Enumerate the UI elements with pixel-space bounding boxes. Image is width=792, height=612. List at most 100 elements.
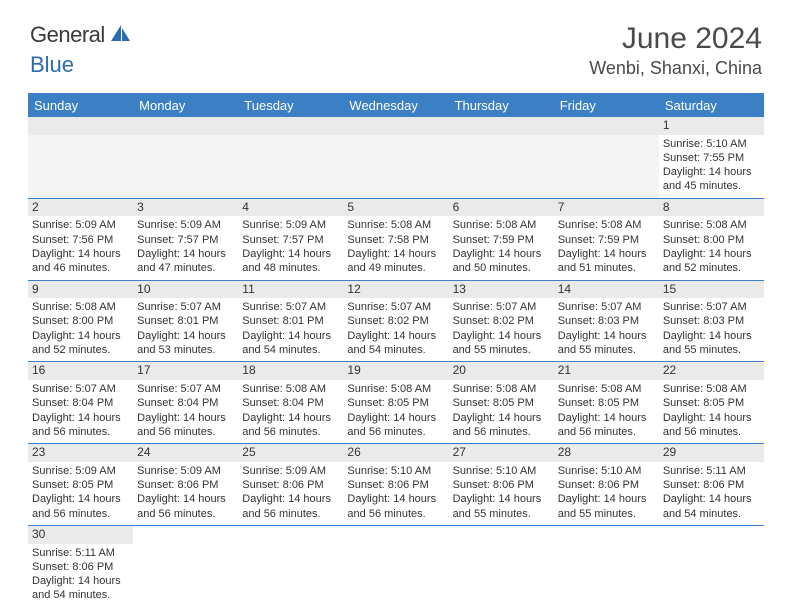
sunset-text: Sunset: 8:05 PM [558, 396, 655, 410]
sunset-text: Sunset: 7:59 PM [558, 233, 655, 247]
daylight-text: Daylight: 14 hours [453, 492, 550, 506]
day-number-cell: 30 [28, 525, 133, 543]
daylight-text: Daylight: 14 hours [242, 329, 339, 343]
day-cell: Sunrise: 5:08 AMSunset: 8:05 PMDaylight:… [343, 380, 448, 444]
daylight-text: Daylight: 14 hours [663, 492, 760, 506]
daylight-text2: and 55 minutes. [558, 343, 655, 357]
sunrise-text: Sunrise: 5:08 AM [453, 218, 550, 232]
sunset-text: Sunset: 8:06 PM [347, 478, 444, 492]
daylight-text2: and 55 minutes. [558, 507, 655, 521]
day-number-cell: 7 [554, 198, 659, 216]
day-cell: Sunrise: 5:10 AMSunset: 8:06 PMDaylight:… [343, 462, 448, 526]
daylight-text2: and 52 minutes. [32, 343, 129, 357]
sunrise-text: Sunrise: 5:07 AM [137, 382, 234, 396]
day-cell [133, 135, 238, 199]
sunrise-text: Sunrise: 5:08 AM [242, 382, 339, 396]
day-header: Monday [133, 93, 238, 117]
day-number-cell: 22 [659, 362, 764, 380]
sunrise-text: Sunrise: 5:10 AM [558, 464, 655, 478]
daylight-text: Daylight: 14 hours [242, 492, 339, 506]
daylight-text: Daylight: 14 hours [347, 411, 444, 425]
day-number-cell [554, 117, 659, 135]
daylight-text2: and 53 minutes. [137, 343, 234, 357]
day-number-cell: 8 [659, 198, 764, 216]
sunset-text: Sunset: 8:04 PM [242, 396, 339, 410]
day-number-cell: 3 [133, 198, 238, 216]
daylight-text: Daylight: 14 hours [242, 247, 339, 261]
sunset-text: Sunset: 8:00 PM [32, 314, 129, 328]
daylight-text2: and 47 minutes. [137, 261, 234, 275]
day-cell: Sunrise: 5:08 AMSunset: 7:59 PMDaylight:… [554, 216, 659, 280]
day-number-cell: 2 [28, 198, 133, 216]
day-cell: Sunrise: 5:11 AMSunset: 8:06 PMDaylight:… [28, 544, 133, 607]
daylight-text: Daylight: 14 hours [558, 492, 655, 506]
sunrise-text: Sunrise: 5:07 AM [347, 300, 444, 314]
day-number-cell [449, 117, 554, 135]
day-cell [238, 135, 343, 199]
daylight-text: Daylight: 14 hours [453, 411, 550, 425]
day-number-cell: 11 [238, 280, 343, 298]
day-cell [554, 544, 659, 607]
daylight-text: Daylight: 14 hours [347, 329, 444, 343]
day-header-row: Sunday Monday Tuesday Wednesday Thursday… [28, 93, 764, 117]
day-number-cell: 21 [554, 362, 659, 380]
daylight-text: Daylight: 14 hours [558, 329, 655, 343]
daylight-text2: and 54 minutes. [32, 588, 129, 602]
day-number-cell: 14 [554, 280, 659, 298]
sunrise-text: Sunrise: 5:08 AM [453, 382, 550, 396]
daylight-text2: and 50 minutes. [453, 261, 550, 275]
sunset-text: Sunset: 7:58 PM [347, 233, 444, 247]
sunset-text: Sunset: 8:01 PM [242, 314, 339, 328]
sunset-text: Sunset: 8:00 PM [663, 233, 760, 247]
sunrise-text: Sunrise: 5:09 AM [32, 218, 129, 232]
sunset-text: Sunset: 8:05 PM [347, 396, 444, 410]
sunset-text: Sunset: 8:02 PM [347, 314, 444, 328]
sunrise-text: Sunrise: 5:07 AM [663, 300, 760, 314]
sunrise-text: Sunrise: 5:10 AM [453, 464, 550, 478]
sunset-text: Sunset: 8:03 PM [558, 314, 655, 328]
sunrise-text: Sunrise: 5:07 AM [32, 382, 129, 396]
day-number-cell [343, 117, 448, 135]
day-number-cell: 27 [449, 444, 554, 462]
day-header: Saturday [659, 93, 764, 117]
day-cell: Sunrise: 5:09 AMSunset: 7:57 PMDaylight:… [133, 216, 238, 280]
daylight-text: Daylight: 14 hours [663, 329, 760, 343]
daylight-text2: and 55 minutes. [453, 507, 550, 521]
sunset-text: Sunset: 8:05 PM [663, 396, 760, 410]
daynum-row: 16171819202122 [28, 362, 764, 380]
day-number-cell [449, 525, 554, 543]
sunset-text: Sunset: 8:01 PM [137, 314, 234, 328]
sunrise-text: Sunrise: 5:11 AM [663, 464, 760, 478]
daylight-text2: and 54 minutes. [347, 343, 444, 357]
day-cell: Sunrise: 5:08 AMSunset: 7:59 PMDaylight:… [449, 216, 554, 280]
sunrise-text: Sunrise: 5:08 AM [663, 382, 760, 396]
day-cell: Sunrise: 5:08 AMSunset: 8:00 PMDaylight:… [28, 298, 133, 362]
day-cell: Sunrise: 5:07 AMSunset: 8:03 PMDaylight:… [659, 298, 764, 362]
daylight-text2: and 56 minutes. [663, 425, 760, 439]
sunset-text: Sunset: 8:06 PM [453, 478, 550, 492]
day-number-cell [238, 525, 343, 543]
logo: General [30, 22, 135, 48]
day-cell: Sunrise: 5:08 AMSunset: 8:05 PMDaylight:… [449, 380, 554, 444]
day-number-cell: 28 [554, 444, 659, 462]
day-number-cell: 6 [449, 198, 554, 216]
day-number-cell: 16 [28, 362, 133, 380]
content-row: Sunrise: 5:07 AM Sunset: 8:04 PM Daylight:… [28, 380, 764, 444]
day-cell: Sunrise: 5:07 AMSunset: 8:02 PMDaylight:… [343, 298, 448, 362]
day-cell [449, 135, 554, 199]
day-number-cell [133, 117, 238, 135]
daylight-text2: and 46 minutes. [32, 261, 129, 275]
day-cell [449, 544, 554, 607]
day-cell: Sunrise: 5:07 AMSunset: 8:02 PMDaylight:… [449, 298, 554, 362]
day-number-cell [28, 117, 133, 135]
sunrise-text: Sunrise: 5:08 AM [32, 300, 129, 314]
day-number-cell: 19 [343, 362, 448, 380]
daylight-text2: and 56 minutes. [32, 507, 129, 521]
daylight-text: Daylight: 14 hours [32, 247, 129, 261]
daynum-row: 1 [28, 117, 764, 135]
sunrise-text: Sunrise: 5:09 AM [137, 464, 234, 478]
day-cell: Sunrise: 5:10 AMSunset: 8:06 PMDaylight:… [554, 462, 659, 526]
day-header: Sunday [28, 93, 133, 117]
day-cell: Sunrise: 5:08 AMSunset: 8:04 PMDaylight:… [238, 380, 343, 444]
daylight-text: Daylight: 14 hours [663, 247, 760, 261]
